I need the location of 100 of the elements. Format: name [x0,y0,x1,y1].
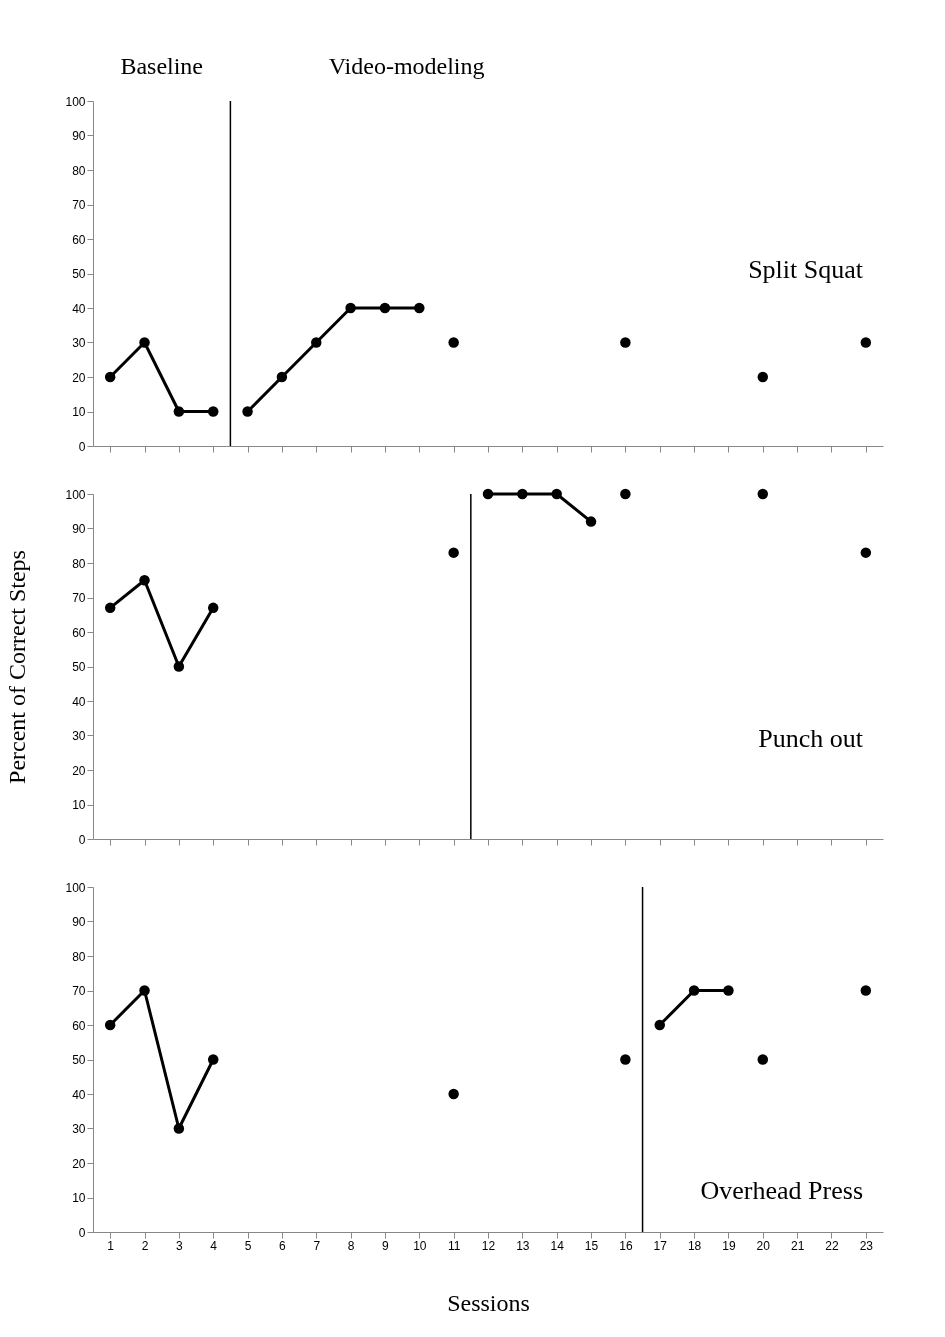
text: Baseline [120,53,204,79]
y-tick-label: 40 [72,1087,86,1102]
point [757,371,769,383]
point [448,337,459,348]
point [207,406,219,417]
y-tick-label: 70 [72,198,86,212]
y-tick-label: 10 [72,798,86,812]
y-tick-label: 80 [72,556,86,571]
point [207,1054,219,1065]
x-tick-label: 2 [141,1238,149,1253]
y-tick-label: 100 [65,880,86,895]
point [173,406,185,417]
x-tick-label: 8 [347,1238,355,1253]
y-tick-label: 0 [78,1225,86,1240]
point [860,985,872,996]
point [688,985,700,996]
x-tick-label: 4 [210,1238,218,1253]
y-tick-label: 60 [72,1018,86,1033]
x-tick-label: 10 [413,1238,427,1253]
x-tick-label: 14 [550,1238,565,1253]
point [104,1019,116,1031]
x-tick-label: 6 [279,1238,287,1253]
y-tick-label: 30 [72,336,86,350]
y-tick-label: 60 [72,625,86,640]
x-tick-label: 7 [313,1238,321,1253]
point [139,575,150,586]
y-tick-label: 100 [65,94,86,109]
x-tick-label: 11 [447,1238,461,1253]
x-tick-label: 21 [790,1238,805,1253]
y-tick-label: 80 [72,163,86,178]
point [620,488,631,500]
y-tick-label: 40 [72,301,86,316]
y-tick-label: 60 [72,232,86,247]
text: Video-modeling [328,53,485,79]
point [860,547,872,558]
y-tick-label: 20 [72,1156,86,1171]
x-tick-label: 18 [687,1238,702,1253]
point [242,406,253,417]
point [517,488,528,500]
point [757,1054,769,1065]
point [379,302,391,314]
x-tick-label: 1 [107,1238,115,1253]
y-tick-label: 50 [72,660,86,674]
point [345,302,356,314]
x-tick-label: 13 [516,1238,530,1253]
y-tick-label: 50 [72,1053,86,1067]
point [173,661,185,672]
point [585,516,597,527]
y-tick-label: 20 [72,370,86,385]
y-tick-label: 50 [72,267,86,281]
x-tick-label: 15 [584,1238,599,1253]
point [139,337,150,348]
point [723,985,734,996]
x-tick-label: 3 [176,1238,184,1253]
x-tick-label: 9 [382,1238,390,1253]
y-tick-label: 100 [65,487,86,502]
y-tick-label: 0 [78,832,86,847]
x-tick-label: 16 [619,1238,633,1253]
point [551,488,562,500]
point [620,1054,631,1065]
y-tick-label: 90 [72,522,86,536]
point [207,602,219,614]
y-axis-title: Percent of Correct Steps [4,550,31,784]
y-tick-label: 0 [78,439,86,454]
y-tick-label: 70 [72,591,86,605]
text: Split Squat [748,255,864,285]
point [620,337,631,348]
y-tick-label: 40 [72,694,86,709]
x-tick-label: 23 [859,1238,874,1253]
y-tick-label: 30 [72,729,86,743]
x-tick-label: 20 [756,1238,771,1253]
point [482,488,494,500]
point [311,337,322,348]
point [104,371,116,383]
x-tick-label: 12 [481,1238,496,1253]
x-tick-label: 22 [825,1238,839,1253]
x-axis-title: Sessions [447,1289,530,1316]
y-tick-label: 30 [72,1122,86,1136]
y-tick-label: 80 [72,949,86,964]
point [276,371,288,383]
point [448,547,459,558]
y-tick-label: 90 [72,129,86,143]
point [104,602,116,614]
point [139,985,150,996]
text: Overhead Press [700,1175,863,1205]
point [448,1088,459,1100]
y-tick-label: 10 [72,1191,86,1205]
point [860,337,872,348]
y-tick-label: 90 [72,915,86,929]
y-tick-label: 20 [72,763,86,778]
point [414,302,425,314]
y-tick-label: 70 [72,984,86,998]
point [173,1123,185,1134]
y-tick-label: 10 [72,405,86,419]
point [654,1019,665,1031]
x-tick-label: 5 [244,1238,252,1253]
text: Punch out [758,723,864,753]
point [757,488,769,500]
x-tick-label: 17 [653,1238,668,1253]
x-tick-label: 19 [722,1238,736,1253]
